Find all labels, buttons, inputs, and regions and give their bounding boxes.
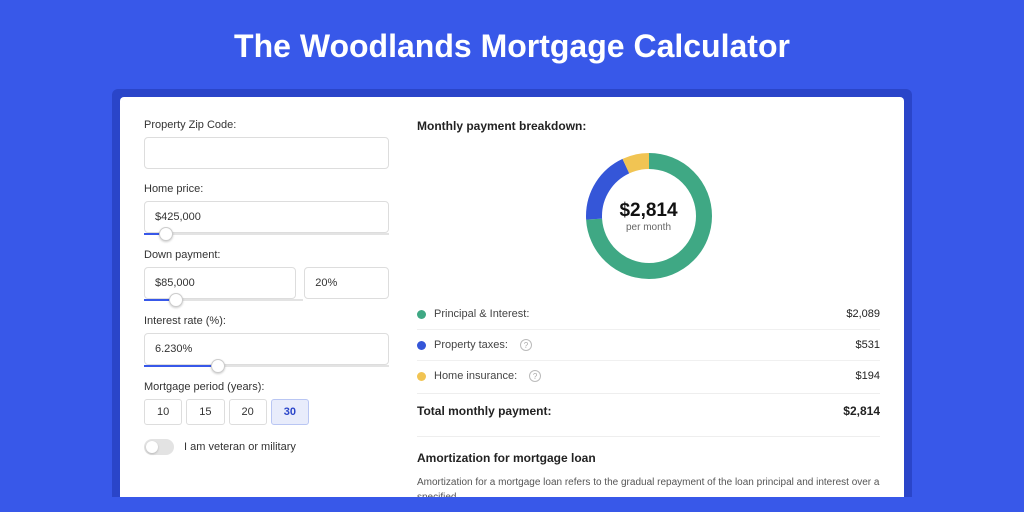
legend-label: Principal & Interest: (434, 308, 529, 320)
amortization-section: Amortization for mortgage loan Amortizat… (417, 436, 880, 497)
legend-row: Property taxes:? $531 (417, 330, 880, 361)
period-label: Mortgage period (years): (144, 381, 389, 393)
interest-rate-group: Interest rate (%): (144, 315, 389, 367)
breakdown-title: Monthly payment breakdown: (417, 119, 880, 133)
period-button-15[interactable]: 15 (186, 399, 224, 425)
info-icon[interactable]: ? (520, 339, 532, 351)
down-payment-slider[interactable] (144, 299, 303, 301)
home-price-slider[interactable] (144, 233, 389, 235)
info-icon[interactable]: ? (529, 370, 541, 382)
interest-rate-input[interactable] (144, 333, 389, 365)
calculator-card: Property Zip Code: Home price: Down paym… (120, 97, 904, 497)
legend-value: $531 (856, 339, 880, 351)
legend: Principal & Interest: $2,089 Property taxe… (417, 299, 880, 391)
legend-row: Home insurance:? $194 (417, 361, 880, 391)
legend-dot-icon (417, 372, 426, 381)
total-value: $2,814 (843, 404, 880, 418)
donut-chart-wrap: $2,814 per month (417, 143, 880, 299)
page-title: The Woodlands Mortgage Calculator (0, 0, 1024, 89)
veteran-label: I am veteran or military (184, 441, 296, 453)
breakdown-column: Monthly payment breakdown: $2,814 per mo… (417, 119, 880, 497)
zip-group: Property Zip Code: (144, 119, 389, 169)
period-button-20[interactable]: 20 (229, 399, 267, 425)
veteran-toggle[interactable] (144, 439, 174, 455)
down-payment-input[interactable] (144, 267, 296, 299)
donut-center: $2,814 per month (584, 151, 714, 281)
down-payment-label: Down payment: (144, 249, 389, 261)
home-price-label: Home price: (144, 183, 389, 195)
home-price-input[interactable] (144, 201, 389, 233)
period-button-10[interactable]: 10 (144, 399, 182, 425)
total-label: Total monthly payment: (417, 404, 551, 418)
interest-rate-label: Interest rate (%): (144, 315, 389, 327)
legend-dot-icon (417, 310, 426, 319)
donut-sublabel: per month (626, 222, 671, 233)
legend-row: Principal & Interest: $2,089 (417, 299, 880, 330)
zip-label: Property Zip Code: (144, 119, 389, 131)
home-price-group: Home price: (144, 183, 389, 235)
card-shadow: Property Zip Code: Home price: Down paym… (112, 89, 912, 497)
donut-chart: $2,814 per month (584, 151, 714, 281)
period-group: Mortgage period (years): 10152030 (144, 381, 389, 425)
zip-input[interactable] (144, 137, 389, 169)
total-row: Total monthly payment: $2,814 (417, 393, 880, 432)
legend-value: $2,089 (846, 308, 880, 320)
legend-dot-icon (417, 341, 426, 350)
legend-label: Home insurance: (434, 370, 517, 382)
form-column: Property Zip Code: Home price: Down paym… (144, 119, 389, 497)
amortization-title: Amortization for mortgage loan (417, 451, 880, 465)
period-options: 10152030 (144, 399, 389, 425)
legend-value: $194 (856, 370, 880, 382)
down-payment-pct-input[interactable] (304, 267, 389, 299)
interest-rate-slider[interactable] (144, 365, 389, 367)
legend-label: Property taxes: (434, 339, 508, 351)
period-button-30[interactable]: 30 (271, 399, 309, 425)
veteran-row: I am veteran or military (144, 439, 389, 455)
amortization-text: Amortization for a mortgage loan refers … (417, 475, 880, 497)
down-payment-group: Down payment: (144, 249, 389, 301)
donut-amount: $2,814 (619, 200, 677, 222)
